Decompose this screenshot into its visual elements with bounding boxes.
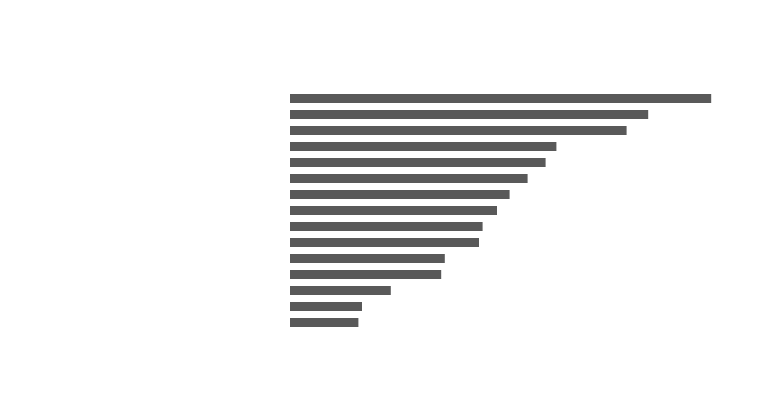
bar-15	[290, 318, 359, 327]
bar-7	[290, 190, 510, 199]
bar-14	[290, 302, 362, 311]
bar-4	[290, 142, 557, 151]
bar-2	[290, 110, 649, 119]
bar-1	[290, 94, 712, 103]
bar-3	[290, 126, 627, 135]
bar-13	[290, 286, 391, 295]
bar-10	[290, 238, 479, 247]
bar-9	[290, 222, 483, 231]
bar-6	[290, 174, 528, 183]
bar-12	[290, 270, 442, 279]
bar-5	[290, 158, 546, 167]
bars-group	[290, 94, 712, 327]
bar-8	[290, 206, 497, 215]
bar-11	[290, 254, 445, 263]
